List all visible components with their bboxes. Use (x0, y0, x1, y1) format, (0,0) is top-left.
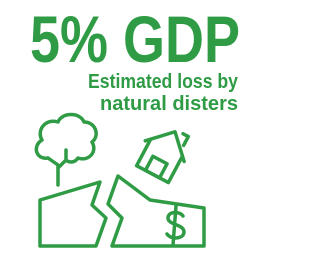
house-icon (133, 120, 195, 185)
ground-right (108, 176, 204, 246)
ground-left (40, 182, 106, 246)
tree-icon (36, 115, 96, 186)
headline: 5% GDP (30, 2, 240, 76)
infographic: 5% GDP Estimated loss by natural disters (0, 0, 248, 268)
disaster-illustration (36, 115, 204, 247)
dollar-icon (167, 206, 184, 245)
subtitle-line: natural disters (100, 93, 238, 115)
subtitle-line: Estimated loss by (88, 71, 239, 93)
